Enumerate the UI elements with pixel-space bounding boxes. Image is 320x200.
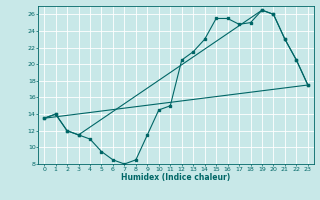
X-axis label: Humidex (Indice chaleur): Humidex (Indice chaleur) [121,173,231,182]
